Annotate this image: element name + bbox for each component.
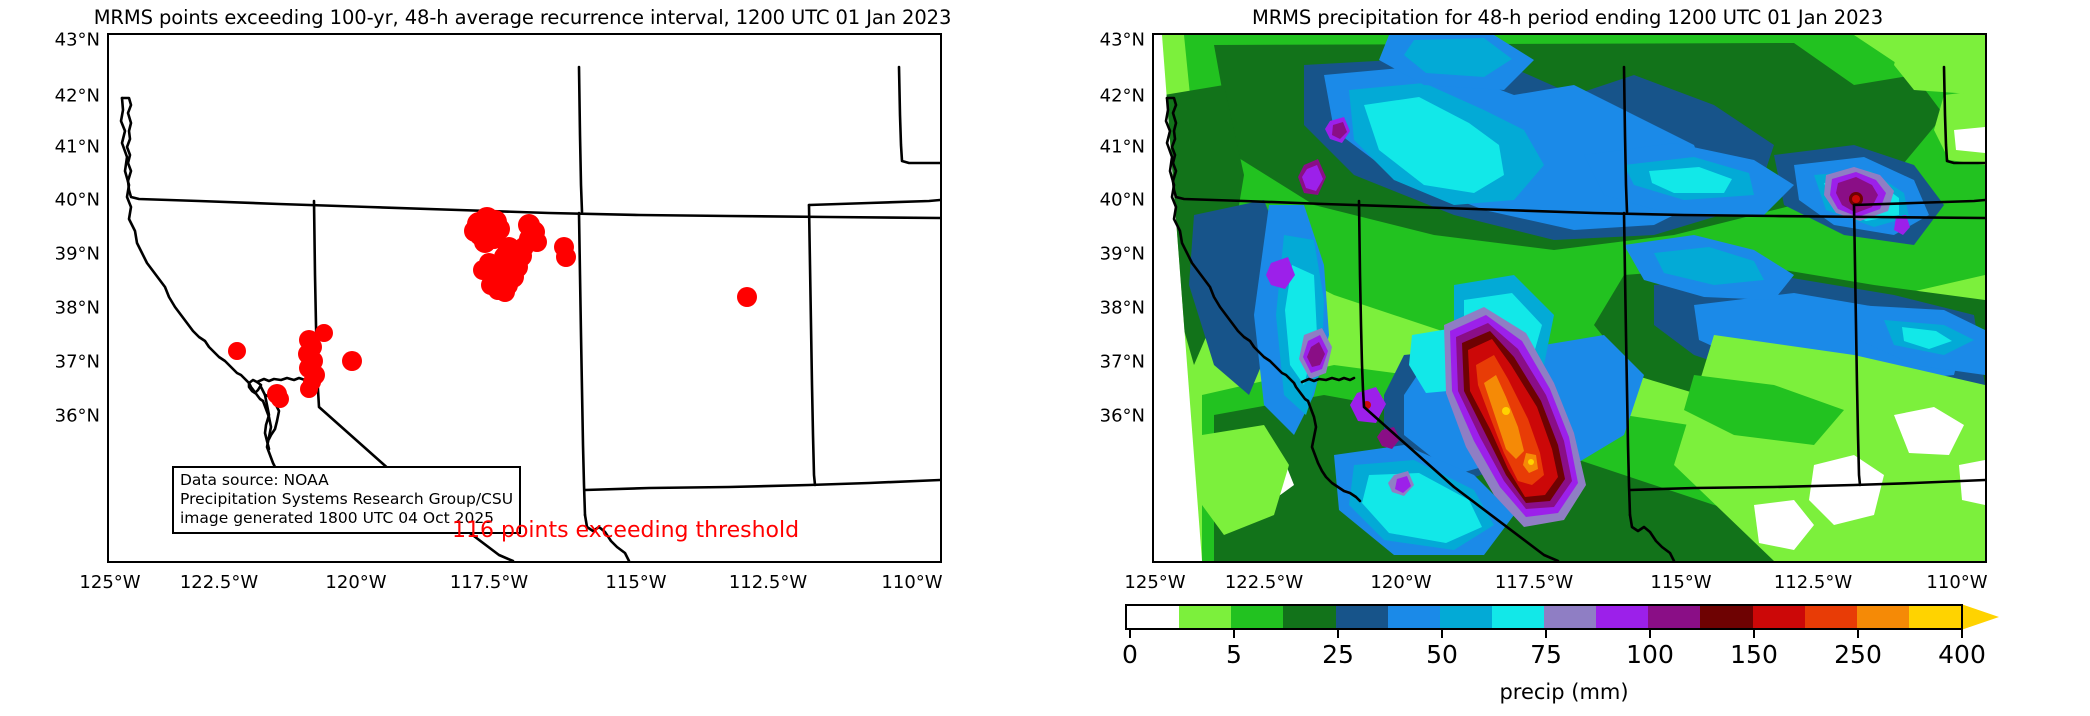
x-tick-117p5w: 117.5°W (449, 572, 529, 593)
x-tick-125w-right: 125°W (1124, 572, 1186, 593)
cb-tick-25 (1337, 630, 1339, 638)
cb-label-50: 50 (1426, 640, 1458, 669)
cb-label-5: 5 (1226, 640, 1242, 669)
colorbar-segment-11 (1700, 606, 1753, 628)
x-tick-115w: 115°W (605, 572, 667, 593)
left-panel: MRMS points exceeding 100-yr, 48-h avera… (0, 0, 1045, 716)
x-tick-110w-right: 110°W (1926, 572, 1988, 593)
cb-tick-75 (1545, 630, 1547, 638)
x-tick-122p5w-right: 122.5°W (1224, 572, 1304, 593)
x-tick-117p5w-right: 117.5°W (1494, 572, 1574, 593)
exceedance-points (228, 207, 757, 408)
y-tick-39n-right: 39°N (1099, 243, 1145, 265)
x-tick-112p5w: 112.5°W (728, 572, 808, 593)
y-tick-36n: 36°N (54, 405, 100, 427)
colorbar-segment-8 (1544, 606, 1597, 628)
colorbar-segment-1 (1179, 606, 1232, 628)
left-map-svg (119, 65, 940, 561)
cb-label-25: 25 (1322, 640, 1354, 669)
colorbar-segment-14 (1856, 606, 1909, 628)
precip-field (1154, 35, 1985, 561)
colorbar-segment-4 (1335, 606, 1388, 628)
right-map-axes (1152, 33, 1987, 563)
cb-tick-50 (1441, 630, 1443, 638)
colorbar-segment-7 (1491, 606, 1544, 628)
cb-label-250: 250 (1834, 640, 1882, 669)
x-tick-112p5w-right: 112.5°W (1773, 572, 1853, 593)
cb-label-400: 400 (1938, 640, 1986, 669)
x-tick-120w-right: 120°W (1370, 572, 1432, 593)
colorbar-segment-5 (1387, 606, 1440, 628)
cb-tick-250 (1857, 630, 1859, 638)
data-source-annotation: Data source: NOAA Precipitation Systems … (172, 466, 522, 534)
y-tick-39n: 39°N (54, 243, 100, 265)
y-tick-43n-right: 43°N (1099, 29, 1145, 51)
cb-tick-0 (1129, 630, 1131, 638)
cb-tick-400 (1961, 630, 1963, 638)
x-tick-120w: 120°W (325, 572, 387, 593)
left-y-axis-labels: 43°N 42°N 41°N 40°N 39°N 38°N 37°N 36°N (8, 0, 100, 716)
cb-label-100: 100 (1626, 640, 1674, 669)
left-x-axis-labels: 125°W 122.5°W 120°W 117.5°W 115°W 112.5°… (0, 572, 1045, 602)
precip-map-svg (1154, 35, 1985, 561)
colorbar-segment-2 (1231, 606, 1284, 628)
y-tick-40n-right: 40°N (1099, 189, 1145, 211)
y-tick-37n: 37°N (54, 351, 100, 373)
x-tick-125w: 125°W (79, 572, 141, 593)
colorbar-gradient (1125, 604, 1963, 630)
colorbar-segment-9 (1596, 606, 1649, 628)
x-tick-115w-right: 115°W (1650, 572, 1712, 593)
cb-label-0: 0 (1122, 640, 1138, 669)
right-panel-title: MRMS precipitation for 48-h period endin… (1251, 6, 1884, 29)
y-tick-42n-right: 42°N (1099, 85, 1145, 107)
y-tick-38n: 38°N (54, 297, 100, 319)
right-x-axis-labels: 125°W 122.5°W 120°W 117.5°W 115°W 112.5°… (1045, 572, 2090, 602)
cb-label-150: 150 (1730, 640, 1778, 669)
left-panel-title: MRMS points exceeding 100-yr, 48-h avera… (93, 6, 952, 29)
x-tick-122p5w: 122.5°W (179, 572, 259, 593)
colorbar-segment-12 (1752, 606, 1805, 628)
state-borders (119, 65, 940, 561)
left-map-axes: Data source: NOAA Precipitation Systems … (107, 33, 942, 563)
y-tick-37n-right: 37°N (1099, 351, 1145, 373)
right-state-borders (1164, 65, 1985, 561)
exceedance-count-label: 116 points exceeding threshold (452, 518, 800, 543)
right-y-axis-labels: 43°N 42°N 41°N 40°N 39°N 38°N 37°N 36°N (1053, 0, 1145, 716)
y-tick-41n-right: 41°N (1099, 136, 1145, 158)
colorbar-segment-10 (1648, 606, 1701, 628)
colorbar-title: precip (mm) (1499, 680, 1629, 704)
y-tick-36n-right: 36°N (1099, 405, 1145, 427)
y-tick-42n: 42°N (54, 85, 100, 107)
cb-label-75: 75 (1530, 640, 1562, 669)
right-panel: MRMS precipitation for 48-h period endin… (1045, 0, 2090, 716)
y-tick-38n-right: 38°N (1099, 297, 1145, 319)
colorbar-segment-6 (1439, 606, 1492, 628)
colorbar: 0 5 25 50 75 100 150 250 400 precip (mm) (1122, 600, 2035, 716)
cb-tick-100 (1649, 630, 1651, 638)
y-tick-43n: 43°N (54, 29, 100, 51)
colorbar-segment-3 (1283, 606, 1336, 628)
y-tick-40n: 40°N (54, 189, 100, 211)
colorbar-segment-15 (1908, 606, 1961, 628)
cb-tick-150 (1753, 630, 1755, 638)
y-tick-41n: 41°N (54, 136, 100, 158)
colorbar-segment-0 (1127, 606, 1180, 628)
cb-tick-5 (1233, 630, 1235, 638)
colorbar-extend-arrow (1961, 604, 1999, 630)
colorbar-segment-13 (1804, 606, 1857, 628)
x-tick-110w: 110°W (881, 572, 943, 593)
